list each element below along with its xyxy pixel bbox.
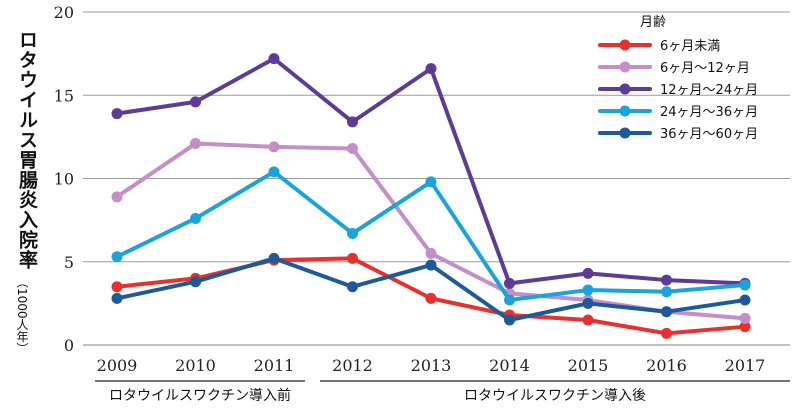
data-point <box>111 281 123 293</box>
data-point <box>739 294 751 306</box>
data-point <box>425 247 437 259</box>
data-point <box>504 294 515 306</box>
data-point <box>504 277 515 289</box>
period-label: ロタウイルスワクチン導入後 <box>464 388 646 404</box>
legend-label: 6ヶ月〜12ヶ月 <box>660 61 750 76</box>
period-label: ロタウイルスワクチン導入前 <box>109 387 291 404</box>
series-line <box>115 169 747 303</box>
legend-item: 36ヶ月〜60ヶ月 <box>598 127 758 142</box>
y-axis-title: ロタウイルス胃腸炎入院率 <box>16 30 38 270</box>
legend-swatch-marker <box>619 83 631 95</box>
legend-title: 月齢 <box>640 15 666 30</box>
data-point <box>190 276 201 288</box>
legend-swatch-marker <box>619 105 631 117</box>
y-tick-label: 0 <box>64 336 74 355</box>
data-point <box>661 274 672 286</box>
data-point <box>661 306 672 318</box>
data-point <box>190 138 201 150</box>
y-tick-label: 15 <box>54 86 74 105</box>
x-tick-label: 2009 <box>97 356 138 375</box>
series-4 <box>111 166 751 306</box>
legend: 月齢 6ヶ月未満 6ヶ月〜12ヶ月 12ヶ月〜24ヶ月 24ヶ月〜36ヶ月 36ヶ月〜60… <box>598 15 758 142</box>
x-tick-label: 2017 <box>725 356 766 375</box>
x-tick-label: 2012 <box>332 356 373 375</box>
data-point <box>111 191 123 203</box>
x-axis-ticks: 2009 2010 2011 2012 2013 2014 2015 2016 2017 <box>97 356 766 375</box>
y-tick-label: 20 <box>54 3 74 22</box>
data-point <box>190 96 201 108</box>
data-point <box>111 108 123 120</box>
grid-lines <box>83 11 790 346</box>
y-axis-unit: （1000人年） <box>15 276 29 355</box>
data-point <box>661 286 672 298</box>
legend-item: 6ヶ月未満 <box>598 39 720 54</box>
series-group <box>111 53 751 339</box>
data-point <box>582 297 594 309</box>
x-tick-label: 2014 <box>489 356 530 375</box>
data-point <box>347 227 358 239</box>
series-3 <box>111 53 751 289</box>
legend-label: 36ヶ月〜60ヶ月 <box>660 127 758 142</box>
x-tick-label: 2010 <box>175 356 216 375</box>
data-point <box>190 212 201 224</box>
y-tick-label: 5 <box>64 253 74 272</box>
data-point <box>582 284 594 296</box>
data-point <box>268 166 280 178</box>
data-point <box>347 281 358 293</box>
data-point <box>739 321 751 333</box>
data-point <box>425 176 437 188</box>
data-point <box>268 53 280 65</box>
legend-label: 6ヶ月未満 <box>660 39 720 54</box>
x-tick-label: 2015 <box>568 356 609 375</box>
data-point <box>425 292 437 304</box>
series-5 <box>111 252 751 326</box>
legend-item: 12ヶ月〜24ヶ月 <box>598 83 758 98</box>
data-point <box>347 252 358 264</box>
data-point <box>111 292 123 304</box>
legend-item: 6ヶ月〜12ヶ月 <box>598 61 750 76</box>
data-point <box>582 314 594 326</box>
data-point <box>582 267 594 279</box>
data-point <box>739 312 751 324</box>
x-tick-label: 2013 <box>411 356 452 375</box>
y-tick-label: 10 <box>54 170 74 189</box>
data-point <box>347 143 358 155</box>
data-point <box>661 327 672 339</box>
x-tick-label: 2016 <box>646 356 687 375</box>
data-point <box>504 314 515 326</box>
y-axis-label: ロタウイルス胃腸炎入院率 （1000人年） <box>14 30 40 355</box>
legend-item: 24ヶ月〜36ヶ月 <box>598 105 758 120</box>
data-point <box>268 141 280 153</box>
data-point <box>111 251 123 263</box>
data-point <box>425 259 437 271</box>
legend-swatch-marker <box>619 127 631 139</box>
data-point <box>425 63 437 75</box>
legend-label: 12ヶ月〜24ヶ月 <box>660 83 758 98</box>
y-axis-ticks: 0 5 10 15 20 <box>54 3 74 355</box>
data-point <box>739 279 751 291</box>
data-point <box>347 116 358 128</box>
legend-swatch-marker <box>619 61 631 73</box>
data-point <box>268 252 280 264</box>
x-tick-label: 2011 <box>254 356 295 375</box>
period-brackets: ロタウイルスワクチン導入前 ロタウイルスワクチン導入後 <box>95 380 790 404</box>
legend-swatch-marker <box>619 39 631 51</box>
legend-label: 24ヶ月〜36ヶ月 <box>660 105 758 120</box>
